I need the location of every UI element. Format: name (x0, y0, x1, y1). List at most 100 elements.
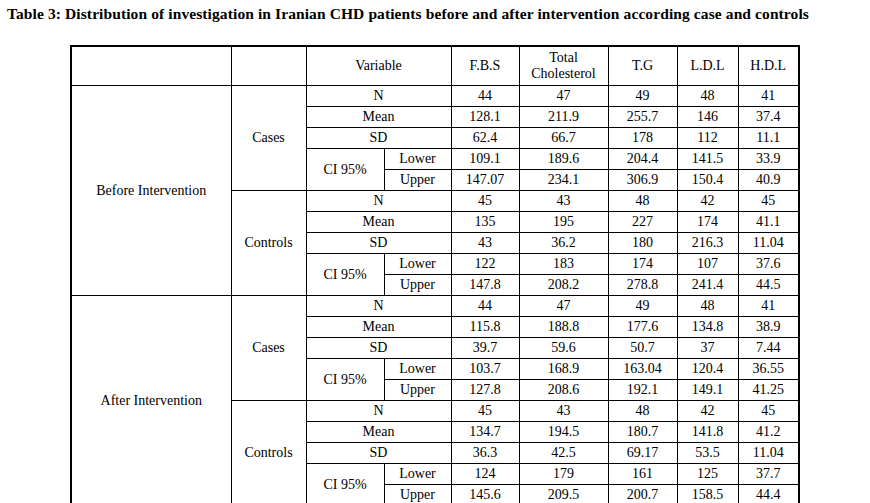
data-cell: 189.6 (519, 149, 608, 170)
data-cell: 11.04 (738, 443, 799, 464)
subgroup-label-cases: Cases (231, 86, 306, 191)
data-cell: 48 (608, 401, 677, 422)
data-cell: 36.3 (451, 443, 519, 464)
data-cell: 38.9 (738, 317, 799, 338)
data-cell: 44 (451, 86, 519, 107)
row-label-n: N (306, 86, 451, 107)
column-header-hdl: H.D.L (738, 46, 799, 86)
data-cell: 50.7 (608, 338, 677, 359)
data-cell: 41.1 (738, 212, 799, 233)
data-cell: 36.2 (519, 233, 608, 254)
data-cell: 211.9 (519, 107, 608, 128)
data-cell: 42.5 (519, 443, 608, 464)
data-cell: 36.55 (738, 359, 799, 380)
group-label-after-intervention: After Intervention (71, 296, 231, 503)
data-cell: 120.4 (677, 359, 738, 380)
data-cell: 306.9 (608, 170, 677, 191)
data-cell: 48 (677, 86, 738, 107)
data-cell: 174 (608, 254, 677, 275)
data-cell: 134.8 (677, 317, 738, 338)
data-cell: 188.8 (519, 317, 608, 338)
data-cell: 47 (519, 86, 608, 107)
data-cell: 127.8 (451, 380, 519, 401)
data-cell: 141.8 (677, 422, 738, 443)
data-cell: 7.44 (738, 338, 799, 359)
empty-header-cell (71, 46, 231, 86)
subgroup-label-controls: Controls (231, 401, 306, 503)
row-label-lower: Lower (384, 254, 451, 275)
table-row: After Intervention Cases N 44 47 49 48 4… (71, 296, 799, 317)
data-cell: 33.9 (738, 149, 799, 170)
data-cell: 48 (608, 191, 677, 212)
row-label-ci95: CI 95% (306, 149, 384, 191)
data-cell: 208.2 (519, 275, 608, 296)
data-cell: 43 (519, 191, 608, 212)
data-cell: 216.3 (677, 233, 738, 254)
row-label-n: N (306, 296, 451, 317)
data-cell: 180.7 (608, 422, 677, 443)
data-cell: 194.5 (519, 422, 608, 443)
row-label-lower: Lower (384, 359, 451, 380)
data-cell: 41.2 (738, 422, 799, 443)
data-cell: 45 (738, 401, 799, 422)
data-cell: 163.04 (608, 359, 677, 380)
data-cell: 37.7 (738, 464, 799, 485)
data-cell: 180 (608, 233, 677, 254)
data-cell: 62.4 (451, 128, 519, 149)
data-cell: 69.17 (608, 443, 677, 464)
data-cell: 208.6 (519, 380, 608, 401)
data-cell: 195 (519, 212, 608, 233)
data-cell: 227 (608, 212, 677, 233)
data-cell: 109.1 (451, 149, 519, 170)
data-cell: 174 (677, 212, 738, 233)
data-cell: 179 (519, 464, 608, 485)
data-cell: 125 (677, 464, 738, 485)
data-cell: 141.5 (677, 149, 738, 170)
data-cell: 11.04 (738, 233, 799, 254)
data-cell: 147.07 (451, 170, 519, 191)
data-cell: 49 (608, 86, 677, 107)
data-cell: 192.1 (608, 380, 677, 401)
row-label-mean: Mean (306, 317, 451, 338)
data-cell: 241.4 (677, 275, 738, 296)
data-cell: 103.7 (451, 359, 519, 380)
data-cell: 177.6 (608, 317, 677, 338)
empty-header-cell (231, 46, 306, 86)
data-cell: 234.1 (519, 170, 608, 191)
data-cell: 200.7 (608, 485, 677, 503)
group-label-before-intervention: Before Intervention (71, 86, 231, 296)
data-cell: 42 (677, 191, 738, 212)
data-cell: 41 (738, 296, 799, 317)
column-header-fbs: F.B.S (451, 46, 519, 86)
data-cell: 44 (451, 296, 519, 317)
data-cell: 183 (519, 254, 608, 275)
data-cell: 158.5 (677, 485, 738, 503)
data-cell: 37.4 (738, 107, 799, 128)
data-cell: 66.7 (519, 128, 608, 149)
data-cell: 45 (451, 401, 519, 422)
column-header-total-cholesterol: Total Cholesterol (519, 46, 608, 86)
row-label-upper: Upper (384, 485, 451, 503)
data-cell: 41 (738, 86, 799, 107)
row-label-n: N (306, 191, 451, 212)
data-cell: 146 (677, 107, 738, 128)
data-cell: 39.7 (451, 338, 519, 359)
data-cell: 43 (451, 233, 519, 254)
data-cell: 42 (677, 401, 738, 422)
data-cell: 168.9 (519, 359, 608, 380)
row-label-sd: SD (306, 128, 451, 149)
row-label-ci95: CI 95% (306, 359, 384, 401)
data-cell: 49 (608, 296, 677, 317)
data-cell: 147.8 (451, 275, 519, 296)
row-label-lower: Lower (384, 464, 451, 485)
row-label-sd: SD (306, 338, 451, 359)
data-cell: 40.9 (738, 170, 799, 191)
row-label-upper: Upper (384, 380, 451, 401)
header-row: Variable F.B.S Total Cholesterol T.G L.D… (71, 46, 799, 86)
row-label-upper: Upper (384, 170, 451, 191)
data-cell: 107 (677, 254, 738, 275)
row-label-ci95: CI 95% (306, 254, 384, 296)
data-cell: 255.7 (608, 107, 677, 128)
data-cell: 112 (677, 128, 738, 149)
subgroup-label-controls: Controls (231, 191, 306, 296)
